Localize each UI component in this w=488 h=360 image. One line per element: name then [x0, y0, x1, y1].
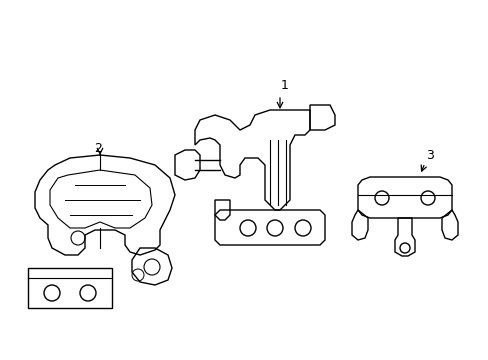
- Text: 1: 1: [281, 78, 288, 91]
- Text: 2: 2: [94, 141, 102, 154]
- Text: 3: 3: [425, 149, 433, 162]
